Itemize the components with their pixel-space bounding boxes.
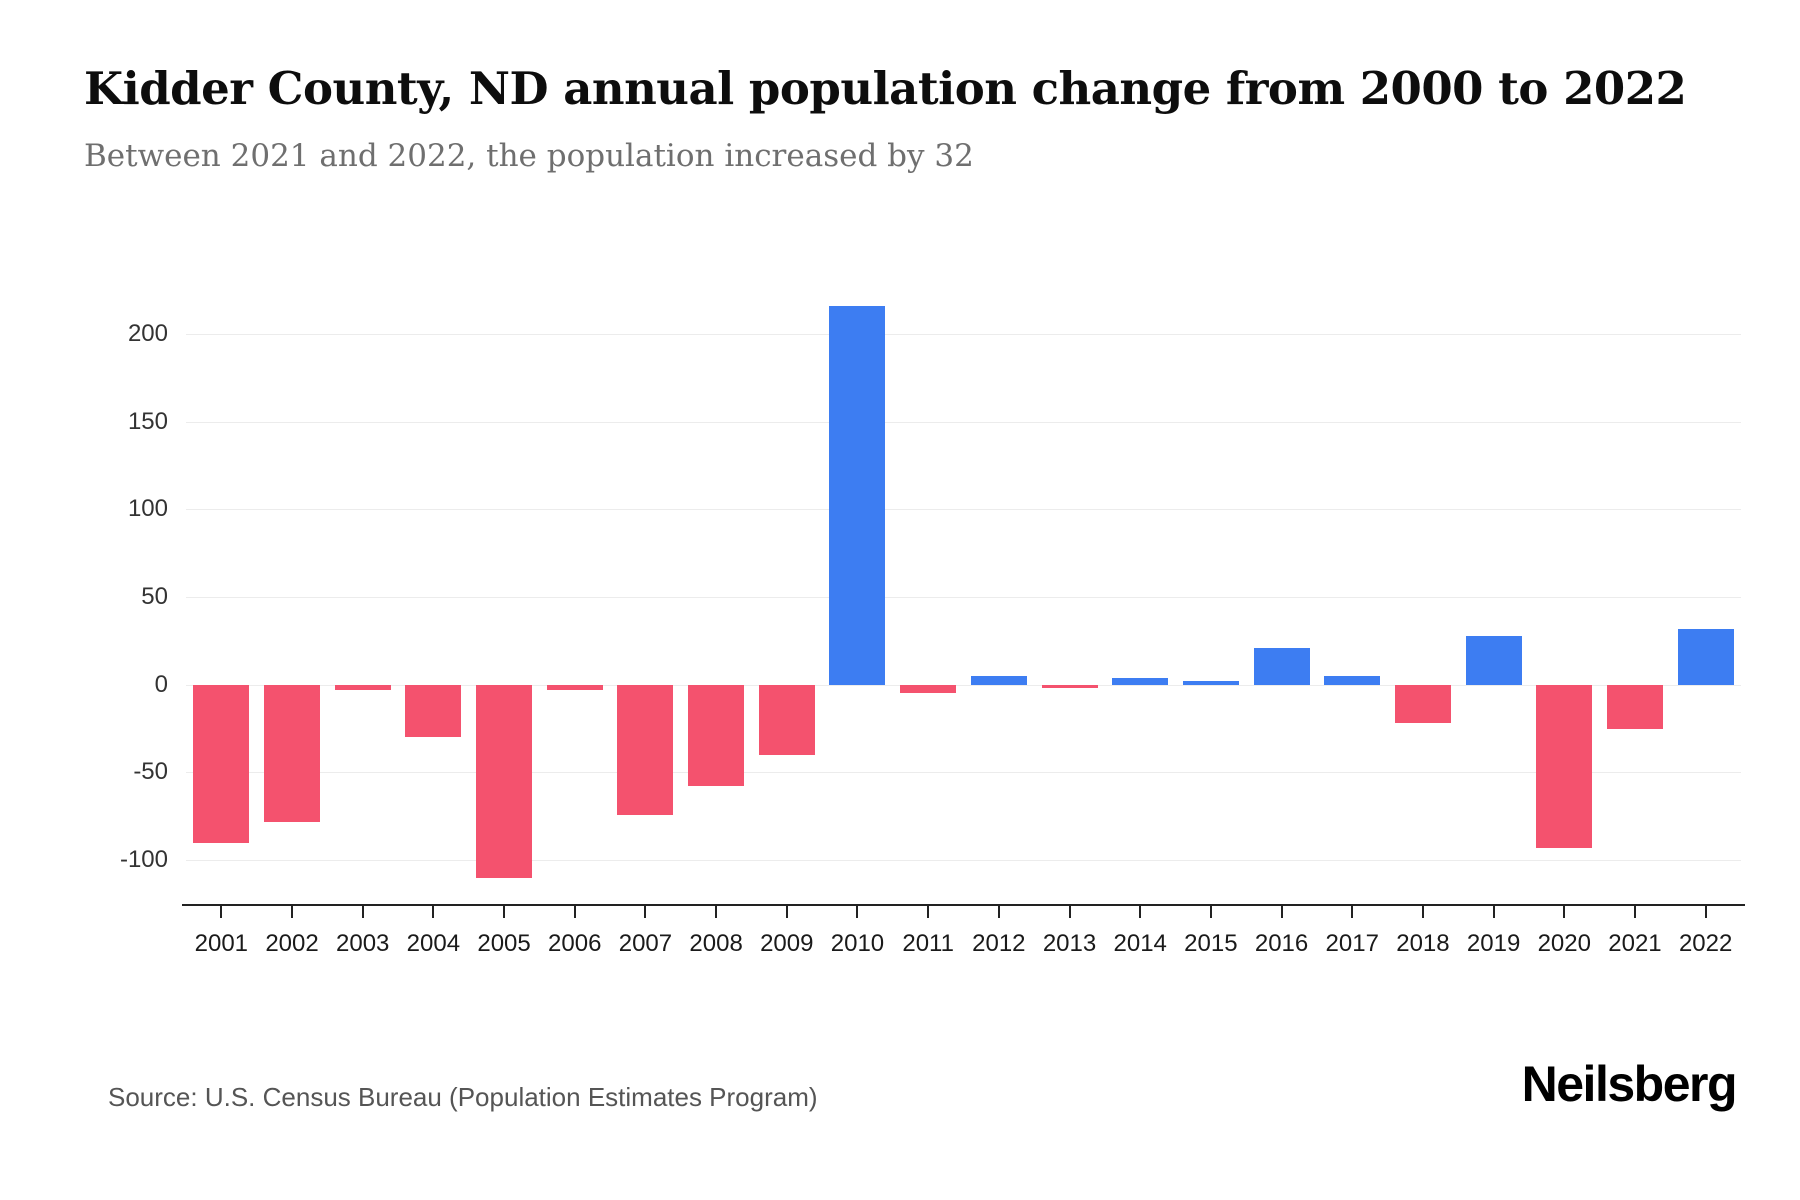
x-axis-tick-label: 2021: [1608, 930, 1662, 957]
bar-2013[interactable]: [1041, 684, 1098, 689]
x-axis-tick: [1563, 906, 1566, 918]
x-axis-tick-label: 2015: [1184, 930, 1238, 957]
bar-2020[interactable]: [1536, 684, 1593, 848]
x-axis-tick-label: 2020: [1537, 930, 1591, 957]
bar-2011[interactable]: [900, 684, 957, 694]
x-axis-tick-label: 2011: [902, 930, 954, 957]
bar-2021[interactable]: [1606, 684, 1663, 729]
x-axis-tick: [1421, 906, 1424, 918]
bar-2017[interactable]: [1324, 675, 1381, 685]
x-axis-tick: [927, 906, 930, 918]
bar-2009[interactable]: [758, 684, 815, 755]
y-axis-tick-label: 100: [127, 495, 168, 523]
gridline: [186, 333, 1741, 335]
x-axis-tick-label: 2005: [477, 930, 531, 957]
bar-2001[interactable]: [193, 684, 250, 843]
neilsberg-logo: Neilsberg: [1521, 1056, 1738, 1112]
x-axis-tick: [1280, 906, 1283, 918]
x-axis-tick-label: 2013: [1042, 930, 1097, 957]
gridline: [186, 772, 1741, 774]
x-axis-tick: [1492, 906, 1495, 918]
bar-2014[interactable]: [1112, 677, 1169, 685]
bar-2006[interactable]: [546, 684, 603, 690]
x-axis-tick-label: 2007: [618, 930, 673, 957]
y-axis-tick-label: 200: [127, 319, 168, 347]
bar-2007[interactable]: [617, 684, 674, 815]
x-axis-tick: [997, 906, 1000, 918]
bar-2005[interactable]: [476, 684, 533, 878]
x-axis-tick: [1633, 906, 1636, 918]
bar-2015[interactable]: [1182, 681, 1239, 685]
y-axis-tick-label: -50: [133, 758, 168, 786]
bar-2008[interactable]: [688, 684, 745, 787]
bar-2016[interactable]: [1253, 647, 1310, 685]
x-axis-tick-label: 2006: [548, 930, 602, 957]
x-axis-tick-label: 2018: [1396, 930, 1450, 957]
bar-2018[interactable]: [1394, 684, 1451, 724]
x-axis-tick: [573, 906, 576, 918]
x-axis-tick-label: 2022: [1678, 930, 1733, 957]
bar-2019[interactable]: [1465, 635, 1522, 685]
x-axis-tick: [1351, 906, 1354, 918]
x-axis-tick-label: 2016: [1254, 930, 1309, 957]
x-axis-tick: [432, 906, 435, 918]
gridline: [186, 421, 1741, 423]
bar-2012[interactable]: [970, 675, 1027, 685]
x-axis-tick: [644, 906, 647, 918]
x-axis-tick-label: 2017: [1325, 930, 1379, 957]
gridline: [186, 509, 1741, 511]
x-axis-tick-label: 2008: [689, 930, 743, 957]
y-axis-tick-label: 150: [127, 407, 168, 435]
bar-2003[interactable]: [334, 684, 391, 690]
chart-subtitle: Between 2021 and 2022, the population in…: [84, 138, 974, 174]
x-axis-tick: [1209, 906, 1212, 918]
x-axis-tick: [291, 906, 294, 918]
x-axis-tick: [856, 906, 859, 918]
x-axis-tick: [1139, 906, 1142, 918]
x-axis-tick-label: 2010: [830, 930, 885, 957]
x-axis-tick-label: 2009: [760, 930, 814, 957]
chart-title: Kidder County, ND annual population chan…: [84, 62, 1687, 115]
x-axis-tick-label: 2003: [336, 930, 390, 957]
x-axis-tick: [503, 906, 506, 918]
x-axis-tick: [785, 906, 788, 918]
y-axis-tick-label: 50: [141, 583, 168, 610]
gridline: [186, 597, 1741, 598]
x-axis-tick-label: 2012: [972, 930, 1026, 957]
bar-2004[interactable]: [405, 684, 462, 738]
bar-2002[interactable]: [264, 684, 321, 822]
gridline: [186, 684, 1741, 686]
x-axis-tick-label: 2019: [1466, 930, 1521, 957]
source-attribution: Source: U.S. Census Bureau (Population E…: [108, 1082, 818, 1112]
x-axis-tick: [1704, 906, 1707, 918]
x-axis-tick-label: 2014: [1113, 930, 1167, 957]
y-axis-tick-label: 0: [154, 670, 168, 698]
x-axis-line: [182, 904, 1745, 906]
y-axis-tick-label: -100: [119, 846, 168, 874]
x-axis-tick: [361, 906, 364, 918]
x-axis-tick: [220, 906, 223, 918]
bar-2022[interactable]: [1677, 628, 1734, 685]
x-axis-tick: [715, 906, 718, 918]
x-axis-tick-label: 2002: [265, 930, 319, 957]
x-axis-tick: [1068, 906, 1071, 918]
gridline: [186, 860, 1741, 862]
bar-chart-plot-area: -100 -50 0 50 100 150 200 2001 2002 2003 2004 2005 2…: [120, 290, 1745, 957]
x-axis-tick-label: 2004: [406, 930, 461, 957]
x-axis-tick-label: 2001: [194, 930, 249, 957]
bar-2010[interactable]: [829, 305, 886, 685]
